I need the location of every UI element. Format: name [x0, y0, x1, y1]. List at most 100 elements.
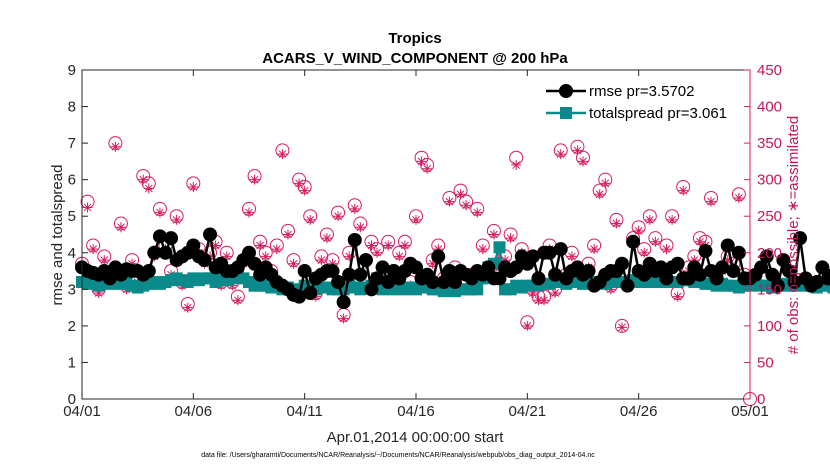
obs-assimilated-point — [427, 258, 438, 269]
obs-assimilated-point — [539, 295, 550, 306]
rmse-point — [614, 256, 629, 271]
obs-assimilated-point — [110, 141, 121, 152]
x-tick-label: 04/21 — [509, 403, 547, 420]
y-tick-label: 7 — [68, 135, 76, 152]
obs-assimilated-point — [294, 178, 305, 189]
rmse-point — [653, 260, 668, 275]
obs-assimilated-point — [455, 189, 466, 200]
obs-assimilated-point — [232, 295, 243, 306]
obs-assimilated-point — [366, 240, 377, 251]
obs-assimilated-point — [282, 229, 293, 240]
rmse-point — [715, 260, 730, 275]
chart-title: Tropics — [388, 30, 441, 47]
rmse-point — [141, 264, 156, 279]
rmse-point — [548, 267, 563, 282]
rmse-point — [325, 264, 340, 279]
rmse-point — [692, 267, 707, 282]
obs-assimilated-point — [188, 181, 199, 192]
chart-subtitle: ACARS_V_WIND_COMPONENT @ 200 hPa — [262, 50, 568, 67]
obs-assimilated-point — [511, 160, 522, 171]
obs-assimilated-point — [422, 163, 433, 174]
y2-tick-label: 450 — [757, 62, 782, 79]
rmse-point — [102, 271, 117, 286]
obs-assimilated-point — [383, 240, 394, 251]
rmse-point — [381, 275, 396, 290]
legend-rmse-marker — [559, 84, 573, 98]
totalspread-point — [821, 279, 830, 292]
rmse-point — [242, 245, 256, 260]
obs-assimilated-point — [639, 247, 650, 258]
rmse-point — [754, 260, 769, 275]
obs-assimilated-point — [522, 320, 533, 331]
y2-tick-label: 400 — [757, 99, 782, 116]
obs-assimilated-point — [488, 229, 499, 240]
rmse-point — [781, 264, 796, 279]
obs-assimilated-point — [327, 258, 338, 269]
y2-axis-label: # of obs: o=possible; ∗=assimilated — [785, 116, 802, 355]
rmse-point — [297, 264, 312, 279]
y-tick-label: 4 — [68, 245, 76, 262]
legend-spread-label: totalspread pr=3.061 — [589, 105, 727, 122]
obs-assimilated-point — [299, 185, 310, 196]
obs-assimilated-point — [416, 156, 427, 167]
rmse-point — [637, 267, 652, 282]
rmse-series — [75, 227, 830, 310]
rmse-point — [197, 253, 212, 268]
obs-assimilated-point — [572, 145, 583, 156]
obs-assimilated-point — [667, 214, 678, 225]
rmse-point — [525, 249, 540, 264]
obs-assimilated-point — [255, 240, 266, 251]
totalspread-point — [471, 283, 484, 296]
obs-assimilated-point — [333, 211, 344, 222]
obs-assimilated-point — [706, 196, 717, 207]
obs-assimilated-point — [600, 178, 611, 189]
obs-assimilated-point — [611, 218, 622, 229]
y-axis-label: rmse and totalspread — [49, 165, 66, 306]
rmse-point — [581, 264, 596, 279]
obs-assimilated-point — [355, 222, 366, 233]
rmse-point — [770, 278, 785, 293]
obs-assimilated-point — [260, 251, 271, 262]
obs-assimilated-point — [99, 255, 110, 266]
rmse-point — [776, 253, 791, 268]
rmse-point — [542, 245, 557, 260]
rmse-point — [442, 264, 457, 279]
obs-assimilated-point — [733, 192, 744, 203]
y2-tick-label: 150 — [757, 281, 782, 298]
y2-tick-label: 300 — [757, 172, 782, 189]
obs-assimilated-point — [589, 244, 600, 255]
obs-assimilated-point — [316, 255, 327, 266]
obs-assimilated-point — [143, 183, 154, 194]
rmse-point — [620, 278, 635, 293]
rmse-point — [765, 267, 780, 282]
legend-rmse-label: rmse pr=3.5702 — [589, 83, 694, 100]
rmse-point — [358, 253, 373, 268]
obs-assimilated-point — [154, 207, 165, 218]
obs-assimilated-point — [244, 207, 254, 218]
obs-assimilated-point — [221, 251, 232, 262]
obs-assimilated-point — [722, 255, 733, 266]
obs-assimilated-point — [527, 287, 538, 298]
legend-spread-marker — [560, 107, 572, 119]
x-axis-label: Apr.01,2014 00:00:00 start — [327, 429, 505, 446]
obs-assimilated-point — [477, 244, 488, 255]
rmse-point — [670, 256, 685, 271]
obs-assimilated-point — [82, 202, 93, 213]
rmse-point — [720, 238, 735, 253]
obs-assimilated-point — [633, 225, 644, 236]
obs-assimilated-point — [689, 255, 700, 266]
y-tick-label: 3 — [68, 281, 76, 298]
obs-assimilated-point — [566, 251, 577, 262]
obs-assimilated-point — [594, 189, 605, 200]
x-tick-label: 04/16 — [397, 403, 435, 420]
rmse-point — [164, 231, 179, 246]
rmse-point — [347, 232, 362, 247]
obs-assimilated-point — [171, 214, 182, 225]
rmse-point — [698, 243, 713, 258]
rmse-point — [509, 260, 524, 275]
rmse-point — [336, 295, 351, 310]
rmse-point — [492, 271, 507, 286]
obs-assimilated-point — [411, 214, 421, 225]
axes: 04/01 04/06 04/11 04/16 04/21 04/26 05/0101234… — [63, 62, 782, 420]
y-tick-label: 0 — [68, 391, 76, 408]
